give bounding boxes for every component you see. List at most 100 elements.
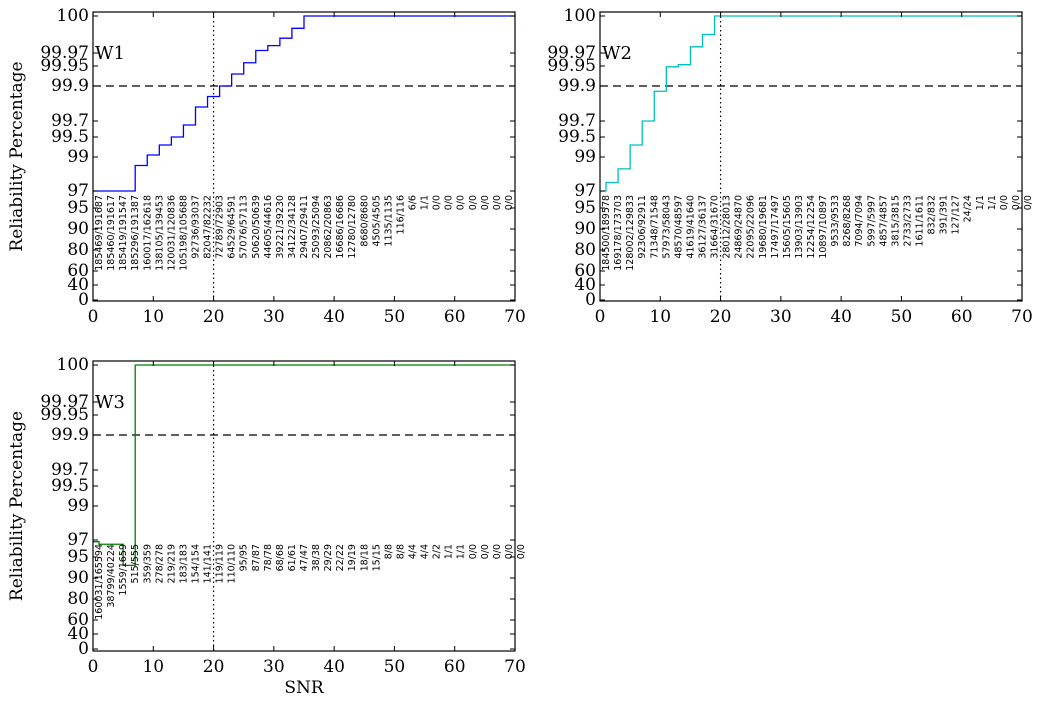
x-tick-label: 40	[323, 657, 345, 677]
y-tick-label: 95	[67, 547, 89, 567]
count-label: 44605/44616	[263, 195, 274, 259]
count-label: 13903/13903	[794, 195, 805, 259]
y-tick-label: 80	[574, 240, 596, 260]
y-tick-label: 99.97	[40, 392, 89, 412]
count-label: 1/1	[456, 544, 467, 559]
axes-frame	[92, 360, 516, 652]
count-label: 1/1	[420, 195, 431, 210]
count-label: 0/0	[504, 195, 515, 210]
y-tick-label: 99	[67, 147, 89, 167]
count-label: 515/555	[130, 544, 141, 583]
count-label: 92306/92911	[637, 195, 648, 259]
y-tick-label: 99.5	[558, 127, 596, 147]
x-tick-label: 50	[891, 307, 913, 327]
count-label: 57973/58043	[661, 195, 672, 259]
count-label: 16686/16686	[335, 195, 346, 259]
y-tick-label: 90	[67, 568, 89, 588]
series-line	[93, 364, 515, 567]
y-tick-label: 95	[67, 198, 89, 218]
count-label: 185460/191617	[106, 195, 117, 271]
y-tick-label: 99.5	[51, 127, 89, 147]
count-label: 0/0	[516, 544, 527, 559]
count-label: 19/19	[347, 544, 358, 571]
series-line	[600, 15, 1022, 192]
x-tick-label: 10	[142, 307, 164, 327]
count-label: 47/47	[299, 544, 310, 571]
count-label: 19680/19681	[758, 195, 769, 259]
count-label: 95/95	[239, 544, 250, 571]
count-label: 57076/57113	[239, 195, 250, 259]
x-tick-label: 70	[504, 657, 526, 677]
count-label: 28012/28013	[722, 195, 733, 259]
y-tick-label: 99.5	[51, 476, 89, 496]
count-label: 2733/2733	[902, 195, 913, 247]
count-label: 25093/25094	[311, 195, 322, 259]
y-tick-label: 100	[564, 6, 596, 26]
x-tick-label: 0	[88, 657, 99, 677]
count-label: 64529/64591	[227, 195, 238, 259]
x-tick-label: 20	[203, 307, 225, 327]
x-tick-label: 10	[142, 657, 164, 677]
count-label: 138105/139453	[154, 195, 165, 271]
count-label: 1/1	[444, 544, 455, 559]
count-label: 15/15	[371, 544, 382, 571]
count-label: 0/0	[432, 195, 443, 210]
count-label: 18/18	[359, 544, 370, 571]
y-tick-label: 99.9	[51, 425, 89, 445]
count-label: 31664/31670	[710, 195, 721, 259]
x-tick-label: 20	[710, 307, 732, 327]
count-label: 0/0	[999, 195, 1010, 210]
x-tick-label: 30	[770, 307, 792, 327]
count-label: 78/78	[263, 544, 274, 571]
y-axis-label: Reliability Percentage	[7, 61, 27, 251]
y-tick-label: 60	[67, 610, 89, 630]
count-label: 36127/36137	[697, 195, 708, 259]
x-tick-label: 20	[203, 657, 225, 677]
count-label: 185419/191547	[118, 195, 129, 271]
count-label: 4857/4857	[878, 195, 889, 247]
count-label: 160031/165594	[94, 544, 105, 620]
count-label: 160017/162618	[142, 195, 153, 271]
count-label: 154/154	[190, 544, 201, 583]
y-tick-label: 99.9	[51, 76, 89, 96]
count-label: 0/0	[492, 544, 503, 559]
y-tick-label: 0	[585, 290, 596, 310]
x-tick-label: 40	[830, 307, 852, 327]
count-label: 17497/17497	[770, 195, 781, 259]
count-label: 68/68	[275, 544, 286, 571]
y-tick-label: 99.7	[51, 111, 89, 131]
count-label: 29/29	[323, 544, 334, 571]
count-label: 29407/29411	[299, 195, 310, 259]
x-tick-label: 60	[444, 657, 466, 677]
count-label: 0/0	[1023, 195, 1034, 210]
count-label: 38799/40224	[106, 544, 117, 608]
count-label: 8/8	[383, 544, 394, 559]
panel-w1: 0 10 20 30 40 50 60 7004060809095979999.599.799…	[7, 6, 526, 327]
count-label: 183/183	[178, 544, 189, 583]
x-axis-label: SNR	[284, 678, 325, 698]
y-tick-label: 90	[574, 219, 596, 239]
count-label: 92736/93037	[190, 195, 201, 259]
y-tick-label: 97	[67, 181, 89, 201]
panel-annotation: W3	[95, 392, 125, 413]
count-label: 116/116	[395, 195, 406, 234]
y-tick-label: 99	[574, 147, 596, 167]
count-label: 0/0	[444, 195, 455, 210]
y-tick-label: 99.97	[547, 43, 596, 63]
panel-w2: 0 10 20 30 40 50 60 7004060809095979999.599.799…	[547, 6, 1034, 327]
count-label: 12780/12780	[347, 195, 358, 259]
y-tick-label: 97	[67, 530, 89, 550]
x-tick-label: 60	[444, 307, 466, 327]
count-label: 50620/50639	[251, 195, 262, 259]
count-label: 169178/173703	[613, 195, 624, 271]
y-tick-label: 99.97	[40, 43, 89, 63]
y-tick-label: 40	[574, 275, 596, 295]
x-tick-label: 10	[649, 307, 671, 327]
count-label: 119/119	[215, 544, 226, 583]
count-label: 184500/189578	[601, 195, 612, 271]
count-label: 1/1	[975, 195, 986, 210]
y-tick-label: 97	[574, 181, 596, 201]
count-label: 4505/4505	[371, 195, 382, 247]
x-tick-label: 50	[384, 657, 406, 677]
count-label: 72789/72903	[215, 195, 226, 259]
